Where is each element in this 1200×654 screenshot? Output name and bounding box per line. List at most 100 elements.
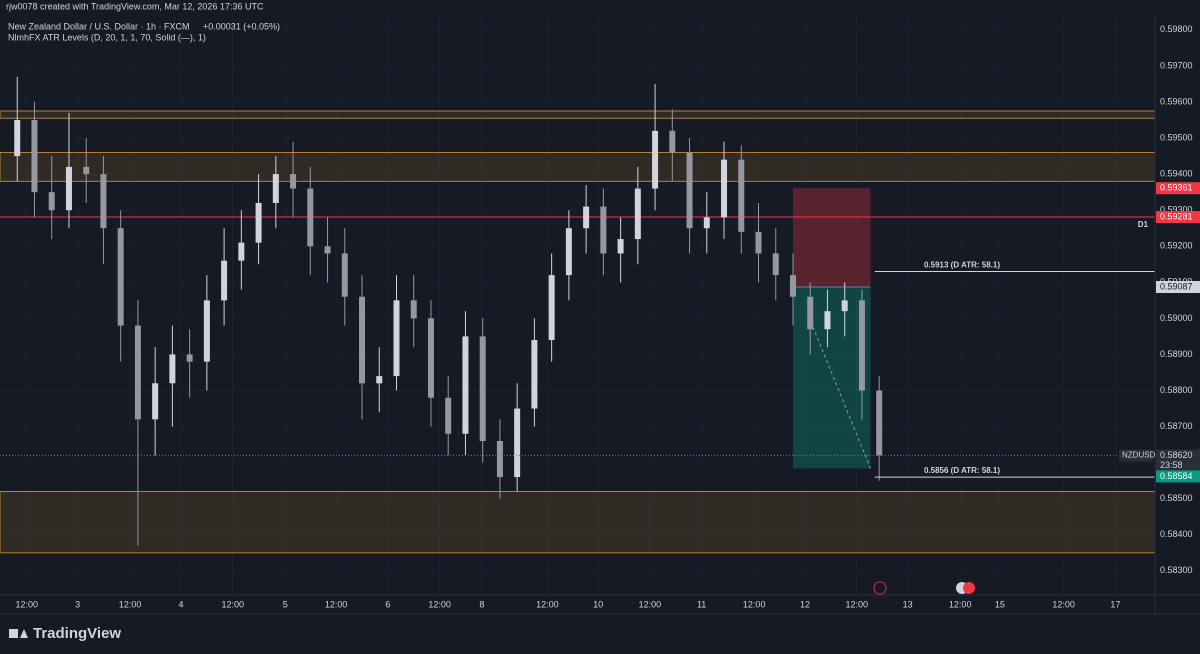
candle-body bbox=[169, 354, 176, 384]
candle-body bbox=[583, 206, 590, 229]
candle-body bbox=[14, 120, 21, 157]
candle-body bbox=[65, 166, 72, 211]
candle-body bbox=[721, 159, 728, 218]
candle-body bbox=[669, 130, 676, 153]
x-tick-label: 12:00 bbox=[949, 599, 972, 609]
x-tick-label: 12:00 bbox=[536, 599, 559, 609]
candle-body bbox=[858, 300, 865, 391]
candle-body bbox=[221, 260, 228, 301]
credit: rjw0078 created with TradingView.com, Ma… bbox=[6, 1, 264, 11]
last-price-bg bbox=[1156, 449, 1200, 472]
y-tick-label: 0.59000 bbox=[1160, 313, 1193, 323]
y-tick-label: 0.58900 bbox=[1160, 349, 1193, 359]
symbol-bg bbox=[1119, 449, 1153, 462]
y-tick-label: 0.58500 bbox=[1160, 493, 1193, 503]
candle-body bbox=[738, 159, 745, 232]
last-price: 0.58620 bbox=[1160, 450, 1193, 460]
y-tick-label: 0.59400 bbox=[1160, 169, 1193, 179]
candle-body bbox=[341, 253, 348, 297]
symbol: NZDUSD bbox=[1122, 451, 1156, 460]
plot-area bbox=[0, 14, 1156, 595]
event-icon[interactable] bbox=[873, 581, 887, 595]
candle-body bbox=[634, 188, 641, 240]
x-tick-label: 11 bbox=[697, 599, 706, 609]
chart-title: New Zealand Dollar / U.S. Dollar · 1h · … bbox=[8, 21, 190, 31]
x-tick-label: 12:00 bbox=[1052, 599, 1075, 609]
x-tick-label: 13 bbox=[903, 599, 913, 609]
y-tick-label: 0.58800 bbox=[1160, 385, 1193, 395]
x-tick-label: 10 bbox=[593, 599, 603, 609]
countdown: 23:58 bbox=[1160, 460, 1183, 470]
candle-body bbox=[462, 336, 469, 434]
candle-body bbox=[600, 206, 607, 254]
candle-body bbox=[617, 239, 624, 254]
candle-body bbox=[531, 340, 538, 409]
candle-body bbox=[359, 296, 366, 384]
x-tick-label: 12:00 bbox=[221, 599, 244, 609]
candle-body bbox=[427, 318, 434, 398]
candle-body bbox=[203, 300, 210, 362]
y-tick-label: 0.58700 bbox=[1160, 421, 1193, 431]
candle-body bbox=[496, 441, 503, 478]
target-price: 0.58584 bbox=[1160, 471, 1193, 481]
x-tick-label: 12 bbox=[800, 599, 810, 609]
y-tick-label: 0.59300 bbox=[1160, 205, 1193, 215]
candle-body bbox=[514, 408, 521, 478]
trade-path bbox=[812, 326, 872, 469]
candle-body bbox=[134, 325, 141, 420]
d1-price: 0.59281 bbox=[1160, 211, 1193, 221]
candle-body bbox=[652, 130, 659, 189]
x-tick-label: 5 bbox=[283, 599, 288, 609]
stop-price-bg bbox=[1156, 182, 1200, 195]
candle-body bbox=[807, 296, 814, 330]
d1-price-bg bbox=[1156, 211, 1200, 224]
candle-body bbox=[48, 192, 55, 211]
x-tick-label: 3 bbox=[75, 599, 80, 609]
stop-price: 0.59361 bbox=[1160, 183, 1193, 193]
y-tick-label: 0.59500 bbox=[1160, 132, 1193, 142]
y-tick-label: 0.59200 bbox=[1160, 241, 1193, 251]
zone bbox=[0, 490, 1156, 554]
candle-body bbox=[755, 231, 762, 254]
brand-logo bbox=[9, 629, 28, 638]
y-tick-label: 0.58400 bbox=[1160, 529, 1193, 539]
candle-body bbox=[393, 300, 400, 377]
candle-body bbox=[255, 202, 262, 243]
candle-body bbox=[376, 376, 383, 384]
candle-body bbox=[565, 228, 572, 276]
x-tick-label: 12:00 bbox=[639, 599, 662, 609]
price-change: +0.00031 (+0.05%) bbox=[203, 21, 280, 31]
candle-body bbox=[789, 275, 796, 297]
target-price-bg bbox=[1156, 470, 1200, 483]
candle-body bbox=[703, 217, 710, 229]
y-tick-label: 0.59600 bbox=[1160, 96, 1193, 106]
d1-label: D1 bbox=[1138, 220, 1149, 229]
entry-price: 0.59087 bbox=[1160, 281, 1193, 291]
candle-body bbox=[152, 383, 159, 420]
candle-body bbox=[686, 152, 693, 229]
y-tick-label: 0.58300 bbox=[1160, 565, 1193, 575]
y-tick-label: 0.59800 bbox=[1160, 24, 1193, 34]
atr-label: 0.5856 (D ATR: 58.1) bbox=[924, 466, 1000, 475]
candle-body bbox=[238, 242, 245, 261]
candle-body bbox=[410, 300, 417, 319]
candle-body bbox=[824, 311, 831, 330]
candle-body bbox=[324, 246, 331, 254]
event-icon[interactable] bbox=[963, 582, 975, 594]
candle-body bbox=[83, 166, 90, 175]
atr-label: 0.5913 (D ATR: 58.1) bbox=[924, 261, 1000, 270]
x-tick-label: 12:00 bbox=[428, 599, 451, 609]
candle-body bbox=[31, 120, 38, 193]
candle-body bbox=[186, 354, 193, 362]
entry-price-bg bbox=[1156, 281, 1200, 294]
x-tick-label: 6 bbox=[385, 599, 390, 609]
candle-body bbox=[876, 390, 883, 456]
stop-zone bbox=[792, 188, 871, 288]
zone bbox=[0, 151, 1156, 182]
target-zone bbox=[792, 287, 871, 469]
candle-body bbox=[772, 253, 779, 276]
zone bbox=[0, 110, 1156, 119]
x-tick-label: 12:00 bbox=[846, 599, 869, 609]
candle-body bbox=[479, 336, 486, 442]
x-tick-label: 15 bbox=[995, 599, 1005, 609]
